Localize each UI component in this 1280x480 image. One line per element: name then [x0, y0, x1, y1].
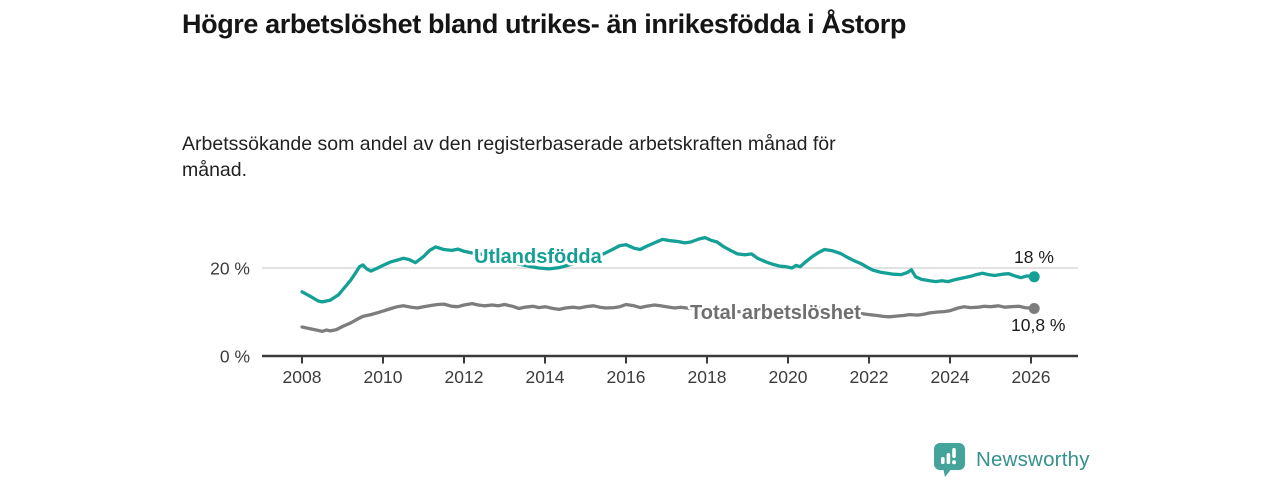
newsworthy-logo: Newsworthy	[933, 442, 1090, 478]
x-axis-tick-label: 2020	[769, 367, 808, 387]
x-axis-tick-label: 2012	[445, 367, 484, 387]
series-line-0	[300, 235, 1036, 304]
page-title: Högre arbetslöshet bland utrikes- än inr…	[182, 9, 906, 39]
end-value-label-utlandsfodda: 18 %	[1014, 247, 1054, 267]
x-axis-tick-label: 2016	[607, 367, 646, 387]
chart-subtitle: Arbetssökande som andel av den registerb…	[182, 131, 1062, 183]
newsworthy-logo-text: Newsworthy	[976, 448, 1090, 471]
y-axis-tick-label: 20 %	[210, 259, 250, 279]
series-endpoint-0	[1028, 271, 1040, 283]
y-axis-tick-label: 0 %	[220, 347, 250, 367]
end-value-label-total: 10,8 %	[1011, 315, 1065, 335]
x-axis-tick-label: 2024	[931, 367, 970, 387]
x-axis-tick-label: 2010	[364, 367, 403, 387]
y-axis-labels: 0 % 20 %	[210, 259, 250, 367]
x-axis-tick-label: 2022	[850, 367, 889, 387]
newsworthy-logo-icon	[934, 443, 965, 477]
x-axis-tick-label: 2014	[526, 367, 565, 387]
x-axis-ticks: 2008 2010 2012 2014 2016 2018 2020 2022 2024 2026	[283, 356, 1051, 387]
x-axis-tick-label: 2008	[283, 367, 322, 387]
chart-subtitle-line1: Arbetssökande som andel av den registerb…	[182, 133, 836, 155]
x-axis-tick-label: 2026	[1012, 367, 1051, 387]
chart-subtitle-line2: månad.	[182, 159, 248, 182]
series-endpoint-1	[1028, 303, 1040, 314]
series-label-total-arbetsloshet: Total arbetslöshet	[690, 302, 861, 324]
series-line-1	[300, 301, 1036, 334]
x-axis-tick-label: 2018	[688, 367, 727, 387]
series-label-utlandsfodda: Utlandsfödda	[474, 246, 603, 268]
